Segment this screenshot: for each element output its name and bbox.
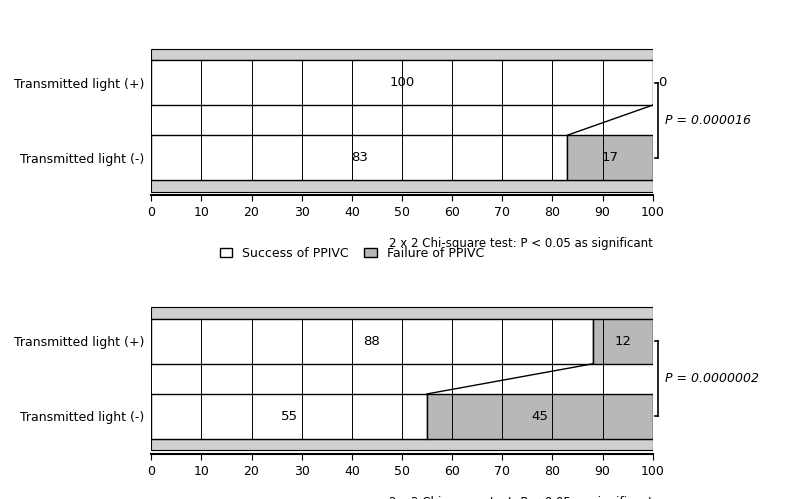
- Text: 100: 100: [389, 76, 415, 89]
- Legend: Success of PPV, Failure of PPV: Success of PPV, Failure of PPV: [232, 0, 471, 1]
- Legend: Success of PPIVC, Failure of PPIVC: Success of PPIVC, Failure of PPIVC: [220, 247, 484, 259]
- Bar: [151, 49, 653, 60]
- Text: 17: 17: [602, 151, 618, 164]
- Bar: [592, 319, 653, 364]
- Text: 88: 88: [364, 335, 380, 348]
- Text: 0: 0: [657, 76, 666, 89]
- Text: 2 x 2 Chi-square test: P < 0.05 as significant: 2 x 2 Chi-square test: P < 0.05 as signi…: [388, 496, 653, 499]
- Text: 55: 55: [281, 410, 298, 423]
- Bar: [151, 307, 653, 319]
- Bar: [568, 135, 653, 180]
- Bar: [151, 60, 653, 105]
- Bar: [151, 319, 592, 364]
- Bar: [151, 135, 568, 180]
- Text: P = 0.0000002: P = 0.0000002: [665, 372, 759, 385]
- Text: 45: 45: [532, 410, 548, 423]
- Bar: [151, 394, 427, 439]
- Text: 2 x 2 Chi-square test: P < 0.05 as significant: 2 x 2 Chi-square test: P < 0.05 as signi…: [388, 238, 653, 250]
- Bar: [427, 394, 653, 439]
- Bar: [151, 439, 653, 450]
- Text: P = 0.000016: P = 0.000016: [665, 114, 751, 127]
- Bar: [151, 180, 653, 192]
- Text: 12: 12: [615, 335, 631, 348]
- Text: 83: 83: [351, 151, 368, 164]
